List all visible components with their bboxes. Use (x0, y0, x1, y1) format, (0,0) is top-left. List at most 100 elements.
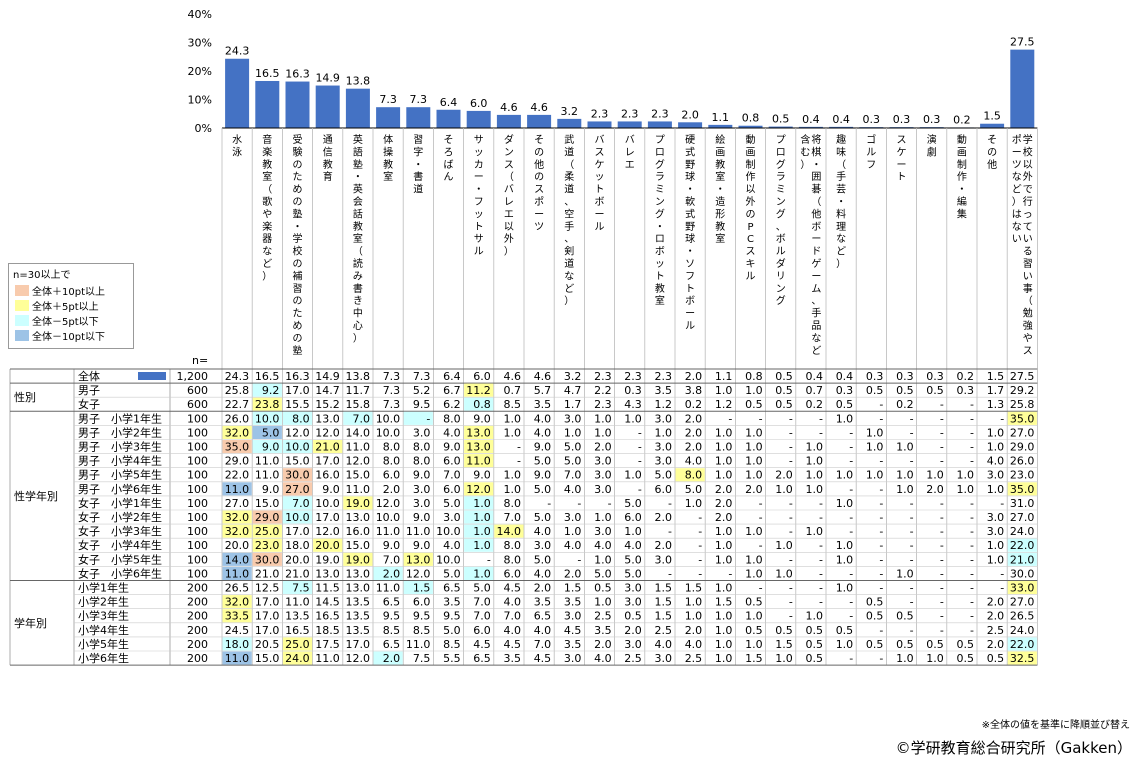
table-cell: 0.2 (806, 398, 824, 411)
bar-value-label: 0.3 (893, 113, 911, 126)
table-cell: 26.0 (1010, 455, 1035, 468)
highlight-cell (252, 383, 282, 397)
row-label: 女子 小学1年生 (78, 496, 162, 510)
table-cell: 7.0 (292, 497, 310, 510)
bar (678, 122, 703, 128)
table-cell: 32.0 (225, 426, 250, 439)
row-n: 100 (187, 469, 208, 482)
legend-label: 全体－10pt以下 (32, 332, 105, 343)
table-cell: 0.5 (926, 638, 944, 651)
legend-item: 全体＋5pt以上 (9, 298, 133, 313)
table-cell: - (819, 596, 823, 609)
table-cell: 2.0 (685, 370, 703, 383)
table-cell: 21.0 (315, 441, 340, 454)
bar (255, 80, 280, 128)
table-cell: 6.5 (443, 582, 461, 595)
table-cell: 10.0 (315, 497, 340, 510)
legend-item: 全体－10pt以下 (9, 328, 133, 343)
table-cell: 4.0 (564, 539, 582, 552)
table-cell: 35.0 (1010, 483, 1035, 496)
bar-value-label: 13.8 (346, 75, 371, 88)
table-cell: 4.0 (534, 426, 552, 439)
category-label: サッカー・フットサル (474, 134, 484, 258)
table-cell: 0.3 (896, 370, 914, 383)
table-cell: 1.0 (685, 596, 703, 609)
table-cell: 1.0 (715, 610, 733, 623)
table-cell: 24.0 (1010, 624, 1035, 637)
table-cell: 1.0 (745, 553, 763, 566)
table-cell: - (789, 497, 793, 510)
table-cell: 1.0 (896, 469, 914, 482)
table-cell: 12.0 (315, 426, 340, 439)
table-cell: 23.0 (255, 539, 280, 552)
table-cell: 5.0 (564, 455, 582, 468)
table-cell: - (728, 567, 732, 580)
table-cell: 7.3 (383, 384, 401, 397)
highlight-cell (222, 637, 252, 651)
table-cell: 1.0 (957, 483, 975, 496)
table-cell: 0.5 (775, 398, 793, 411)
y-tick-label: 0% (195, 122, 212, 135)
category-label: 水泳 (232, 134, 242, 158)
table-cell: 3.5 (564, 638, 582, 651)
table-cell: 11.0 (346, 441, 371, 454)
table-cell: 2.5 (685, 652, 703, 665)
table-cell: 29.0 (1010, 441, 1035, 454)
category-label: そろばん (444, 134, 454, 183)
highlight-cell (282, 637, 313, 651)
table-cell: 9.0 (534, 469, 552, 482)
row-label: 小学5年生 (78, 637, 129, 651)
table-cell: 1.0 (836, 553, 854, 566)
table-cell: 14.7 (315, 384, 340, 397)
legend-swatch (15, 330, 29, 341)
table-cell: 1.5 (655, 596, 673, 609)
table-cell: 1.0 (624, 412, 642, 425)
table-cell: - (849, 525, 853, 538)
table-cell: - (698, 567, 702, 580)
highlight-cell (282, 440, 313, 454)
table-cell: 5.0 (443, 497, 461, 510)
table-cell: 1.0 (624, 525, 642, 538)
category-label: 音楽教室（歌や楽器など） (262, 133, 272, 282)
table-cell: 0.5 (836, 398, 854, 411)
table-cell: 3.2 (564, 370, 582, 383)
table-cell: 4.0 (594, 652, 612, 665)
table-cell: 2.5 (987, 624, 1005, 637)
table-cell: 5.0 (655, 469, 673, 482)
row-n: 100 (187, 511, 208, 524)
table-cell: 6.0 (655, 483, 673, 496)
bar-value-label: 3.2 (561, 105, 579, 118)
table-cell: 1.0 (504, 483, 522, 496)
table-cell: 1.0 (594, 412, 612, 425)
table-cell: 13.5 (285, 610, 310, 623)
table-cell: 1.0 (987, 441, 1005, 454)
table-cell: 16.5 (285, 624, 310, 637)
bar-value-label: 1.5 (983, 110, 1001, 123)
table-cell: 1.0 (806, 610, 824, 623)
table-cell: 1.0 (715, 582, 733, 595)
highlight-cell (464, 425, 494, 439)
highlight-cell (373, 651, 403, 665)
table-cell: 9.0 (383, 539, 401, 552)
table-cell: - (819, 553, 823, 566)
row-n: 100 (187, 426, 208, 439)
table-cell: 8.0 (383, 441, 401, 454)
table-cell: 18.5 (315, 624, 340, 637)
bar-value-label: 0.4 (802, 113, 820, 126)
table-cell: 3.0 (564, 511, 582, 524)
table-cell: 26.5 (225, 582, 250, 595)
table-cell: 19.0 (346, 497, 371, 510)
table-cell: - (608, 497, 612, 510)
row-n: 1,200 (177, 370, 209, 383)
table-cell: - (759, 412, 763, 425)
highlight-cell (282, 581, 313, 595)
table-cell: 3.5 (504, 652, 522, 665)
legend-label: 全体－5pt以下 (32, 317, 99, 328)
table-cell: 22.0 (1010, 539, 1035, 552)
highlight-cell (252, 524, 282, 538)
table-cell: 29.0 (225, 455, 250, 468)
row-n: 100 (187, 497, 208, 510)
table-cell: 1.0 (987, 426, 1005, 439)
table-cell: 3.0 (624, 582, 642, 595)
